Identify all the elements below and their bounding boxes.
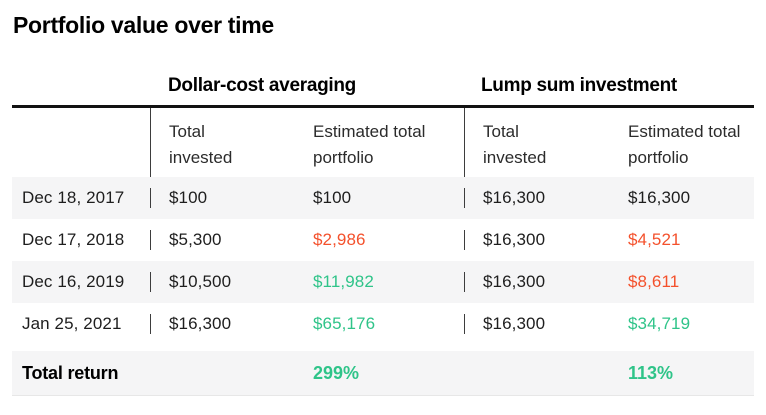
row-date: Dec 18, 2017 bbox=[22, 188, 125, 207]
table-row: Jan 25, 2021 $16,300 $65,176 $16,300 $34… bbox=[12, 303, 754, 345]
group-header-dca: Dollar-cost averaging bbox=[168, 75, 356, 96]
dca-invested-value: $16,300 bbox=[150, 314, 295, 334]
ls-portfolio-value: $16,300 bbox=[628, 188, 691, 207]
ls-portfolio-value: $8,611 bbox=[628, 272, 680, 291]
dca-invested-value: $100 bbox=[150, 188, 295, 208]
ls-invested-header: Total invested bbox=[464, 108, 610, 177]
row-date: Dec 17, 2018 bbox=[22, 230, 125, 249]
table-row: Dec 16, 2019 $10,500 $11,982 $16,300 $8,… bbox=[12, 261, 754, 303]
ls-portfolio-header: Estimated total portfolio bbox=[628, 122, 741, 167]
dca-total-return: 299% bbox=[313, 362, 360, 383]
ls-invested-value: $16,300 bbox=[464, 188, 610, 208]
page-title: Portfolio value over time bbox=[13, 12, 274, 38]
dca-invested-value: $10,500 bbox=[150, 272, 295, 292]
ls-portfolio-value: $4,521 bbox=[628, 230, 681, 249]
ls-portfolio-value: $34,719 bbox=[628, 314, 691, 333]
ls-total-return: 113% bbox=[628, 362, 674, 383]
dca-invested-header: Total invested bbox=[150, 108, 295, 177]
subheader-date-spacer bbox=[12, 108, 150, 177]
group-header-lump-sum: Lump sum investment bbox=[481, 75, 677, 96]
total-row: Total return 299% 113% bbox=[12, 351, 754, 396]
dca-portfolio-value: $100 bbox=[313, 188, 352, 207]
dca-invested-value: $5,300 bbox=[150, 230, 295, 250]
ls-invested-value: $16,300 bbox=[464, 230, 610, 250]
dca-portfolio-value: $2,986 bbox=[313, 230, 366, 249]
subheader-row: Total invested Estimated total portfolio… bbox=[12, 105, 754, 177]
table-row: Dec 17, 2018 $5,300 $2,986 $16,300 $4,52… bbox=[12, 219, 754, 261]
dca-portfolio-header: Estimated total portfolio bbox=[313, 122, 426, 167]
dca-portfolio-value: $11,982 bbox=[313, 272, 374, 291]
ls-invested-value: $16,300 bbox=[464, 314, 610, 334]
group-header-row: Dollar-cost averaging Lump sum investmen… bbox=[12, 63, 754, 105]
table-row: Dec 18, 2017 $100 $100 $16,300 $16,300 bbox=[12, 177, 754, 219]
row-date: Dec 16, 2019 bbox=[22, 272, 125, 291]
dca-portfolio-value: $65,176 bbox=[313, 314, 376, 333]
page: Portfolio value over time Dollar-cost av… bbox=[12, 12, 754, 396]
portfolio-table: Dollar-cost averaging Lump sum investmen… bbox=[12, 63, 754, 396]
ls-invested-value: $16,300 bbox=[464, 272, 610, 292]
total-return-label: Total return bbox=[22, 362, 119, 383]
row-date: Jan 25, 2021 bbox=[22, 314, 122, 333]
